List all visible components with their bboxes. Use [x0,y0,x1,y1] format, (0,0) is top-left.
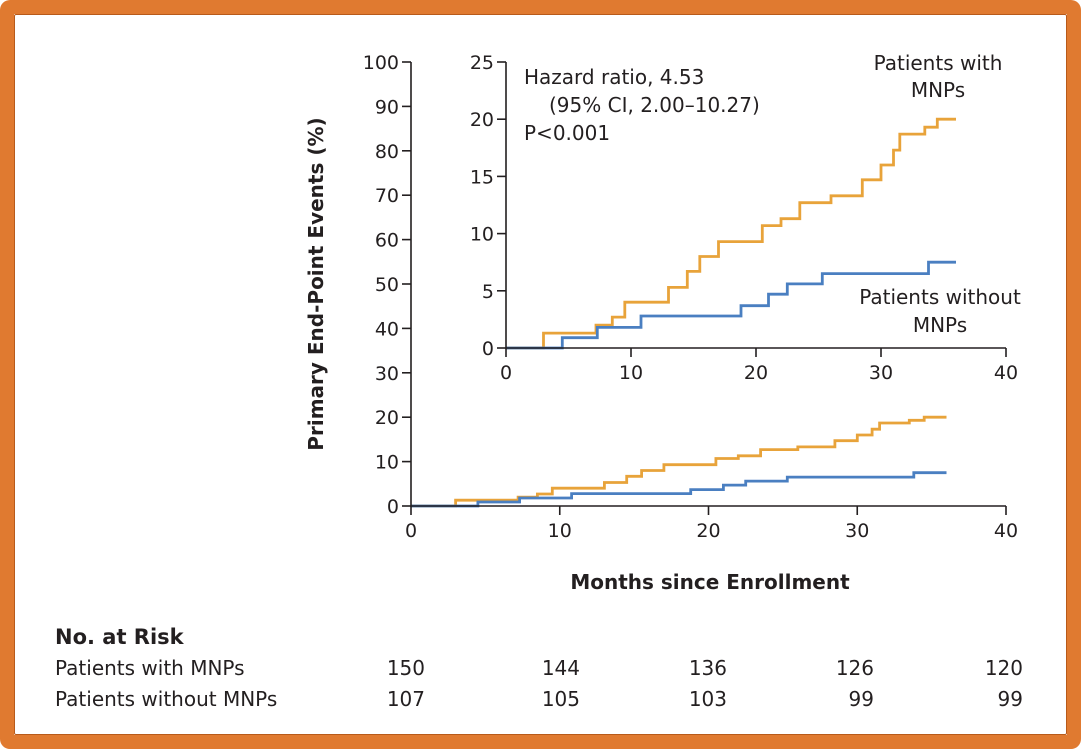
risk-row-label-without-mnps: Patients without MNPs [55,687,277,711]
main-y-tick-label: 10 [375,452,399,474]
risk-value-without-mnps: 105 [542,687,580,711]
inset-y-tick-label: 0 [482,338,494,360]
risk-table-values: 150 144 136 126 120 107 105 103 99 99 [387,656,1023,711]
main-x-axis: 0 10 20 30 40 [405,506,1018,542]
main-series-line-with-mnps [411,415,947,508]
inset-x-tick-label: 0 [500,362,512,384]
main-x-tick-label: 0 [405,520,417,542]
main-y-tick-label: 70 [375,185,399,207]
hazard-ratio-text: Hazard ratio, 4.53 [524,65,704,89]
risk-table-heading: No. at Risk [55,625,185,649]
risk-value-with-mnps: 126 [836,656,874,680]
series-label-with-mnps-line2: MNPs [911,78,965,102]
inset-y-tick-label: 25 [470,52,494,74]
inset-x-tick-label: 10 [619,362,643,384]
risk-table: No. at Risk Patients with MNPs Patients … [55,625,1023,711]
main-x-axis-label: Months since Enrollment [570,570,850,594]
risk-value-without-mnps: 99 [998,687,1023,711]
main-y-tick-label: 50 [375,274,399,296]
risk-value-without-mnps: 99 [849,687,874,711]
main-y-tick-label: 0 [387,496,399,518]
main-x-tick-label: 20 [696,520,720,542]
inset-background [506,60,1006,348]
series-label-without-mnps-line2: MNPs [913,313,967,337]
inset-y-tick-label: 5 [482,281,494,303]
risk-value-with-mnps: 136 [689,656,727,680]
inset-x-axis: 0 10 20 30 40 [500,348,1018,384]
main-x-tick-label: 30 [845,520,869,542]
main-y-tick-label: 100 [363,52,399,74]
inset-y-tick-label: 15 [470,166,494,188]
inset-x-tick-label: 40 [994,362,1018,384]
inset-series-line-with-mnps [506,117,956,350]
risk-value-with-mnps: 120 [985,656,1023,680]
main-y-tick-label: 80 [375,141,399,163]
main-y-tick-label: 60 [375,230,399,252]
main-y-axis: 0 10 20 30 40 50 60 70 80 90 100 [363,52,411,518]
main-y-axis-label: Primary End-Point Events (%) [304,117,328,450]
p-value-text: P<0.001 [524,121,610,145]
inset-y-tick-label: 20 [470,109,494,131]
inset-series-lines [506,117,956,350]
series-label-without-mnps-line1: Patients without [859,285,1021,309]
risk-value-without-mnps: 107 [387,687,425,711]
risk-value-with-mnps: 144 [542,656,580,680]
inset-x-tick-label: 20 [744,362,768,384]
risk-value-with-mnps: 150 [387,656,425,680]
main-series-lines [411,415,947,508]
confidence-interval-text: (95% CI, 2.00–10.27) [549,93,760,117]
main-y-tick-label: 20 [375,407,399,429]
main-x-tick-label: 10 [548,520,572,542]
main-y-tick-label: 40 [375,318,399,340]
main-x-tick-label: 40 [994,520,1018,542]
inset-y-tick-label: 10 [470,224,494,246]
inset-y-axis: 0 5 10 15 20 25 [470,52,506,360]
series-label-with-mnps-line1: Patients with [874,51,1003,75]
inset-series-line-without-mnps [506,260,956,350]
main-series-line-without-mnps [411,471,947,508]
risk-value-without-mnps: 103 [689,687,727,711]
main-y-tick-label: 90 [375,96,399,118]
risk-row-label-with-mnps: Patients with MNPs [55,656,245,680]
inset-x-tick-label: 30 [869,362,893,384]
main-y-tick-label: 30 [375,363,399,385]
